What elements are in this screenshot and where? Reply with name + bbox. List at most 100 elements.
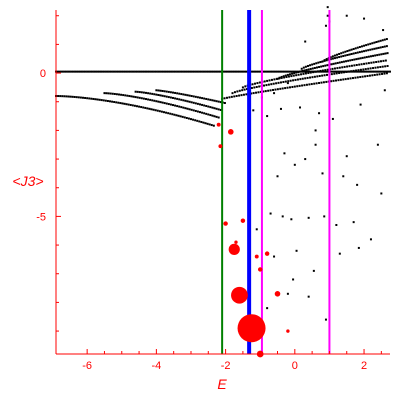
data-point: [333, 72, 336, 75]
data-point: [245, 70, 248, 73]
data-point: [186, 70, 189, 73]
data-point: [163, 90, 166, 93]
data-point: [276, 175, 279, 178]
data-point: [148, 70, 151, 73]
data-point: [162, 70, 165, 73]
data-point: [377, 40, 380, 43]
data-point: [322, 65, 325, 68]
data-point: [281, 215, 284, 218]
data-point: [144, 106, 147, 109]
data-point: [210, 70, 213, 73]
data-point: [319, 69, 322, 72]
data-point: [299, 106, 302, 109]
data-point: [306, 64, 309, 67]
data-point: [105, 92, 108, 95]
data-point: [275, 82, 278, 85]
data-point: [177, 70, 180, 73]
data-point: [369, 67, 372, 70]
data-point: [161, 89, 164, 92]
data-point: [74, 70, 77, 73]
data-point: [165, 90, 168, 93]
data-point: [182, 106, 185, 109]
data-point: [375, 41, 378, 44]
data-point: [287, 80, 290, 83]
data-point: [163, 95, 166, 98]
data-point: [61, 95, 64, 98]
data-point: [345, 155, 348, 158]
data-point: [311, 70, 314, 73]
data-point: [340, 55, 343, 58]
data-point: [190, 95, 193, 98]
data-point: [207, 105, 210, 108]
data-point: [155, 89, 158, 92]
data-point: [293, 70, 296, 73]
data-point: [279, 70, 282, 73]
data-point: [73, 95, 76, 98]
data-point: [193, 70, 196, 73]
data-point: [288, 70, 291, 73]
data-point: [371, 42, 374, 45]
data-point: [313, 62, 316, 65]
data-point: [242, 93, 245, 96]
data-point: [204, 122, 207, 125]
data-point: [57, 95, 60, 98]
data-point: [198, 103, 201, 106]
data-point: [273, 255, 276, 258]
data-point: [213, 115, 216, 118]
data-point: [207, 98, 210, 101]
data-point: [231, 92, 234, 95]
data-point: [379, 39, 382, 42]
data-point: [361, 56, 364, 59]
data-point: [386, 52, 389, 55]
data-point: [244, 85, 247, 88]
data-point: [133, 104, 136, 107]
data-point: [321, 60, 324, 63]
data-point: [373, 41, 376, 44]
data-point: [295, 71, 298, 74]
data-point: [360, 50, 363, 53]
data-point: [84, 70, 87, 73]
data-point: [205, 70, 208, 73]
data-point: [306, 76, 309, 79]
data-point: [315, 66, 318, 69]
data-point: [315, 62, 318, 65]
data-point: [223, 102, 226, 105]
data-point: [348, 65, 351, 68]
data-point: [383, 45, 386, 48]
data-point: [186, 107, 189, 110]
data-point: [284, 74, 287, 77]
data-point: [151, 99, 154, 102]
data-point: [357, 70, 360, 73]
data-point: [257, 70, 260, 73]
data-point: [178, 98, 181, 101]
data-point: [269, 212, 272, 215]
data-point: [325, 80, 328, 83]
data-point: [211, 106, 214, 109]
data-point: [60, 70, 63, 73]
data-point: [351, 77, 354, 80]
data-point: [245, 93, 248, 96]
data-point: [379, 66, 382, 69]
data-point: [160, 70, 163, 73]
data-point: [175, 114, 178, 117]
data-point: [350, 64, 353, 67]
data-point: [250, 92, 253, 95]
data-point: [136, 70, 139, 73]
data-point: [331, 67, 334, 70]
data-point: [342, 175, 345, 178]
data-point: [169, 96, 172, 99]
data-point: [109, 92, 112, 95]
data-point: [86, 97, 89, 100]
data-point: [333, 57, 336, 60]
data-point: [340, 71, 343, 74]
data-point: [381, 39, 384, 42]
data-point: [297, 73, 300, 76]
data-point: [144, 98, 147, 101]
data-point: [111, 100, 114, 103]
data-point: [259, 70, 262, 73]
data-point: [186, 94, 189, 97]
data-point: [326, 6, 329, 9]
data-point: [311, 63, 314, 66]
data-point: [262, 70, 265, 73]
data-point: [231, 70, 234, 73]
